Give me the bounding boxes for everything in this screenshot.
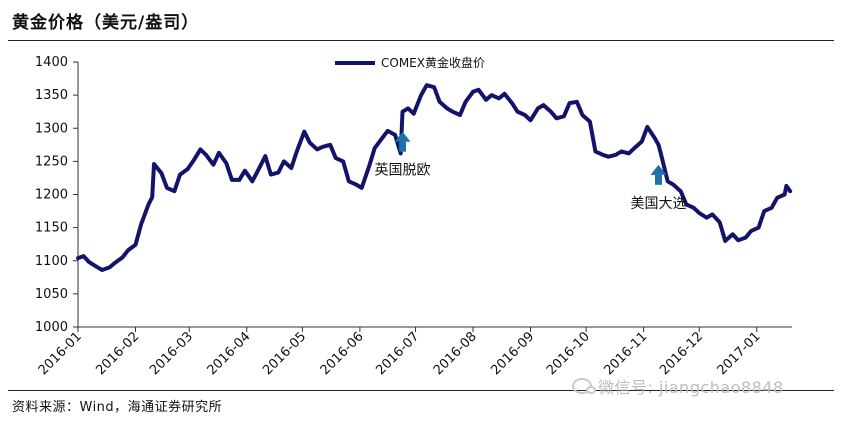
axes: 1000 1050 1100 1150 1200 1250 1300 1350 1400 2016… [35, 55, 792, 378]
top-rule [8, 40, 834, 41]
annotation-2: 美国大选 [630, 164, 686, 212]
watermark-text: 微信号: jiangchao8848 [598, 378, 784, 397]
x-tick-label: 2017-01 [715, 329, 764, 378]
x-tick-label: 2016-04 [205, 329, 254, 378]
series-layer [76, 83, 793, 272]
x-tick-label: 2016-05 [260, 329, 309, 378]
annotation-arrow-head [394, 131, 411, 142]
x-tick-label: 2016-02 [93, 329, 142, 378]
x-tick-label: 2016-12 [657, 329, 706, 378]
x-tick-label: 2016-08 [431, 329, 480, 378]
chart-title: 黄金价格（美元/盎司） [12, 13, 200, 33]
legend: COMEX黄金收盘价 [335, 55, 485, 70]
y-tick-label: 1150 [35, 221, 68, 236]
x-tick-label: 2016-03 [147, 329, 196, 378]
y-tick-label: 1250 [35, 154, 68, 169]
x-tick-label: 2016-11 [601, 329, 650, 378]
y-tick-label: 1000 [35, 320, 68, 335]
x-tick-label: 2016-07 [373, 329, 422, 378]
watermark: 微信号: jiangchao8848 [572, 374, 784, 398]
y-tick-label: 1350 [35, 88, 68, 103]
source-note: 资料来源：Wind，海通证券研究所 [12, 400, 223, 415]
x-tick-label: 2016-06 [318, 329, 367, 378]
x-tick-label: 2016-09 [488, 329, 537, 378]
x-tick-label: 2016-10 [544, 329, 593, 378]
annotation-label: 美国大选 [630, 196, 686, 212]
x-tick-label: 2016-01 [36, 329, 85, 378]
annotation-arrow-shaft [654, 174, 662, 185]
wechat-icon [572, 378, 596, 394]
annotation-arrow-shaft [399, 141, 407, 152]
annotation-1: 英国脱欧 [375, 131, 431, 179]
bottom-rule [8, 390, 834, 391]
legend-label: COMEX黄金收盘价 [381, 55, 485, 70]
y-tick-label: 1200 [35, 188, 68, 203]
y-tick-label: 1400 [35, 55, 68, 70]
series-line-comex-gold [76, 83, 793, 272]
annotation-arrow-head [650, 164, 667, 175]
annotation-label: 英国脱欧 [375, 162, 431, 179]
y-tick-label: 1100 [35, 254, 68, 269]
y-tick-label: 1300 [35, 121, 68, 136]
y-tick-label: 1050 [35, 287, 68, 302]
